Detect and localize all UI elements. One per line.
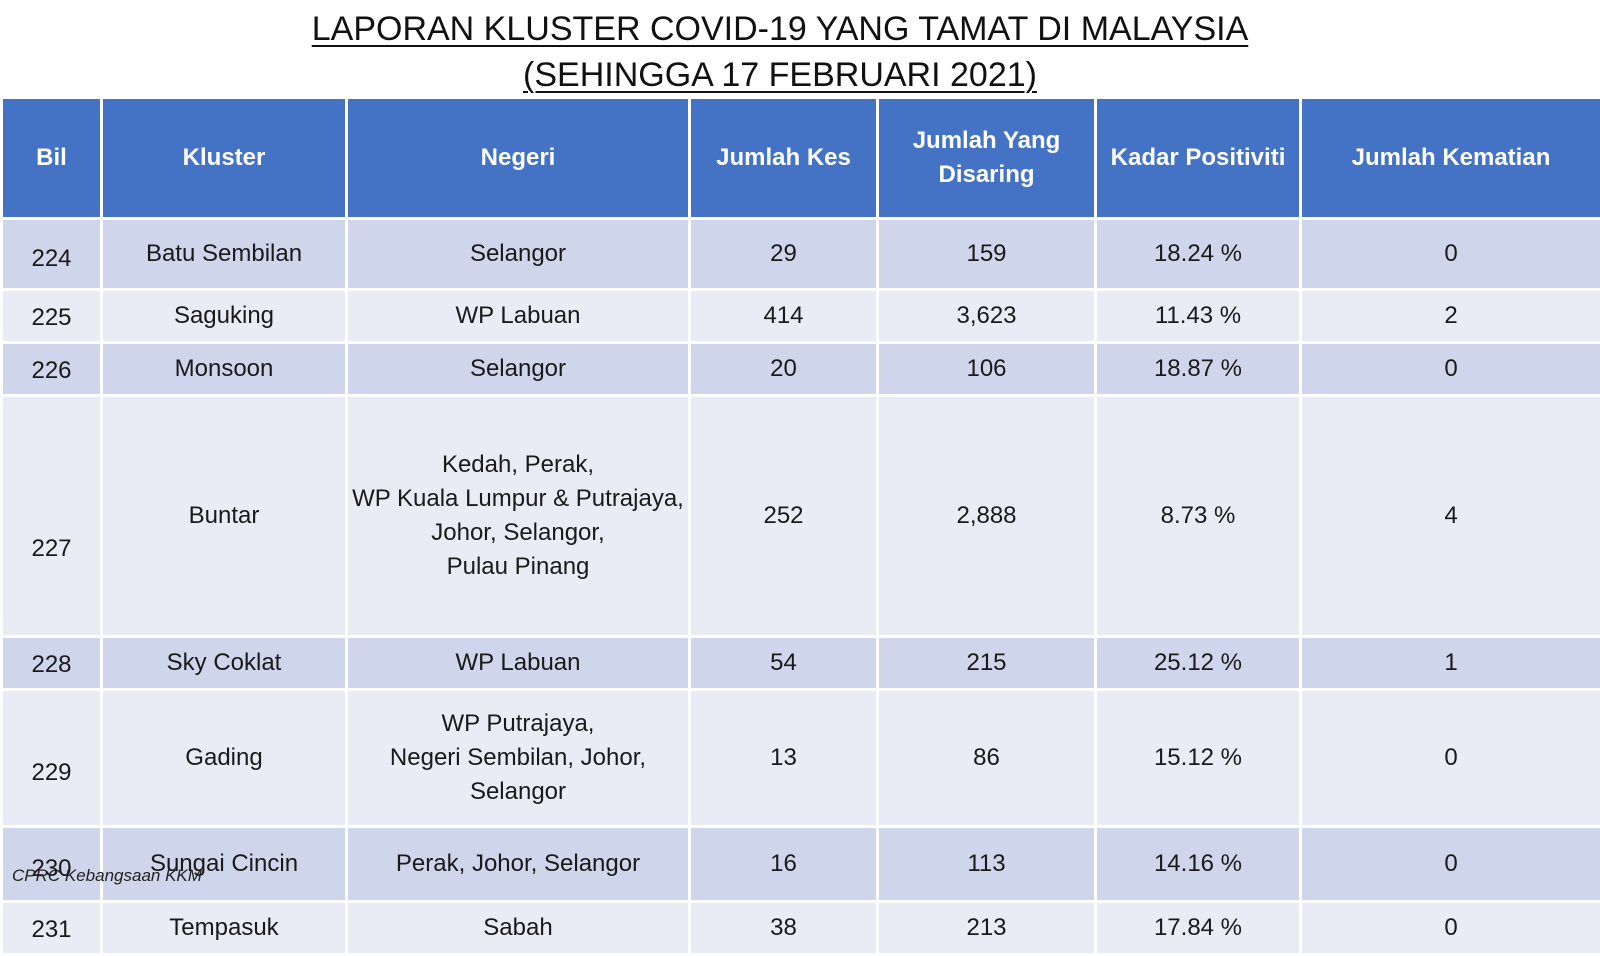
cell-negeri: Perak, Johor, Selangor — [347, 827, 690, 902]
header-bil: Bil — [2, 98, 102, 219]
negeri-line: Negeri Sembilan, Johor, — [352, 741, 684, 775]
negeri-line: Perak, Johor, Selangor — [352, 847, 684, 881]
cell-kluster: Saguking — [102, 290, 347, 343]
cell-jumlah-disaring: 2,888 — [878, 396, 1096, 637]
title-main-text: LAPORAN KLUSTER COVID-19 YANG TAMAT DI M… — [312, 10, 1249, 48]
header-jumlah-kes: Jumlah Kes — [690, 98, 878, 219]
cell-jumlah-kematian: 0 — [1301, 343, 1600, 396]
source-footer: CPRC Kebangsaan KKM — [12, 866, 202, 886]
cell-kadar-positiviti: 18.24 % — [1096, 219, 1301, 290]
cell-jumlah-kematian: 4 — [1301, 396, 1600, 637]
cell-kluster: Batu Sembilan — [102, 219, 347, 290]
header-jumlah-disaring-text: Jumlah Yang Disaring — [907, 124, 1067, 192]
cell-kadar-positiviti: 8.73 % — [1096, 396, 1301, 637]
cell-kluster: Buntar — [102, 396, 347, 637]
negeri-line: Sabah — [352, 911, 684, 945]
cell-jumlah-disaring: 215 — [878, 637, 1096, 690]
cell-jumlah-disaring: 213 — [878, 902, 1096, 955]
header-kadar-positiviti: Kadar Positiviti — [1096, 98, 1301, 219]
cell-jumlah-kes: 20 — [690, 343, 878, 396]
cell-kluster: Tempasuk — [102, 902, 347, 955]
cell-bil: 224 — [2, 219, 102, 290]
negeri-line: Selangor — [352, 237, 684, 271]
cell-jumlah-kematian: 0 — [1301, 827, 1600, 902]
header-jumlah-kematian: Jumlah Kematian — [1301, 98, 1600, 219]
negeri-line: WP Putrajaya, — [352, 707, 684, 741]
cell-kluster: Gading — [102, 690, 347, 827]
cell-jumlah-kes: 29 — [690, 219, 878, 290]
negeri-line: Kedah, Perak, — [352, 448, 684, 482]
header-jumlah-disaring: Jumlah Yang Disaring — [878, 98, 1096, 219]
negeri-line: Selangor — [352, 352, 684, 386]
cell-negeri: WP Putrajaya,Negeri Sembilan, Johor,Sela… — [347, 690, 690, 827]
cell-kluster: Sky Coklat — [102, 637, 347, 690]
cell-negeri: WP Labuan — [347, 290, 690, 343]
cell-negeri: Sabah — [347, 902, 690, 955]
cell-kluster: Sungai Cincin — [102, 827, 347, 902]
cell-bil: 225 — [2, 290, 102, 343]
cell-bil: 231 — [2, 902, 102, 955]
cell-negeri: Selangor — [347, 343, 690, 396]
cell-jumlah-kes: 252 — [690, 396, 878, 637]
negeri-line: WP Labuan — [352, 299, 684, 333]
cell-jumlah-kematian: 2 — [1301, 290, 1600, 343]
cell-jumlah-kes: 13 — [690, 690, 878, 827]
cell-jumlah-disaring: 86 — [878, 690, 1096, 827]
cell-jumlah-kes: 38 — [690, 902, 878, 955]
cell-bil: 226 — [2, 343, 102, 396]
table-header-row: Bil Kluster Negeri Jumlah Kes Jumlah Yan… — [2, 98, 1600, 219]
title-date-text: (SEHINGGA 17 FEBRUARI 2021) — [523, 56, 1037, 94]
cell-kadar-positiviti: 14.16 % — [1096, 827, 1301, 902]
cell-jumlah-kes: 54 — [690, 637, 878, 690]
cell-jumlah-kematian: 1 — [1301, 637, 1600, 690]
cell-jumlah-kematian: 0 — [1301, 902, 1600, 955]
cell-jumlah-disaring: 3,623 — [878, 290, 1096, 343]
cell-kadar-positiviti: 18.87 % — [1096, 343, 1301, 396]
title-line-1: LAPORAN KLUSTER COVID-19 YANG TAMAT DI M… — [0, 6, 1560, 52]
cell-negeri: WP Labuan — [347, 637, 690, 690]
cell-jumlah-kes: 16 — [690, 827, 878, 902]
cell-jumlah-disaring: 159 — [878, 219, 1096, 290]
cell-jumlah-disaring: 106 — [878, 343, 1096, 396]
negeri-line: Selangor — [352, 775, 684, 809]
cell-kluster: Monsoon — [102, 343, 347, 396]
cell-bil: 228 — [2, 637, 102, 690]
negeri-line: WP Labuan — [352, 646, 684, 680]
report-title: LAPORAN KLUSTER COVID-19 YANG TAMAT DI M… — [0, 6, 1560, 98]
cell-jumlah-kes: 414 — [690, 290, 878, 343]
cell-bil: 227 — [2, 396, 102, 637]
negeri-line: Johor, Selangor, — [352, 516, 684, 550]
negeri-line: WP Kuala Lumpur & Putrajaya, — [352, 482, 684, 516]
cell-jumlah-kematian: 0 — [1301, 219, 1600, 290]
header-kluster: Kluster — [102, 98, 347, 219]
cell-kadar-positiviti: 11.43 % — [1096, 290, 1301, 343]
cell-kadar-positiviti: 25.12 % — [1096, 637, 1301, 690]
cell-kadar-positiviti: 17.84 % — [1096, 902, 1301, 955]
cell-negeri: Kedah, Perak,WP Kuala Lumpur & Putrajaya… — [347, 396, 690, 637]
cell-bil: 230 — [2, 827, 102, 902]
cell-jumlah-kematian: 0 — [1301, 690, 1600, 827]
cluster-report-table: Bil Kluster Negeri Jumlah Kes Jumlah Yan… — [0, 96, 1600, 956]
title-line-2: (SEHINGGA 17 FEBRUARI 2021) — [0, 52, 1560, 98]
header-negeri: Negeri — [347, 98, 690, 219]
cell-jumlah-disaring: 113 — [878, 827, 1096, 902]
negeri-line: Pulau Pinang — [352, 550, 684, 584]
cell-bil: 229 — [2, 690, 102, 827]
cell-negeri: Selangor — [347, 219, 690, 290]
cell-kadar-positiviti: 15.12 % — [1096, 690, 1301, 827]
